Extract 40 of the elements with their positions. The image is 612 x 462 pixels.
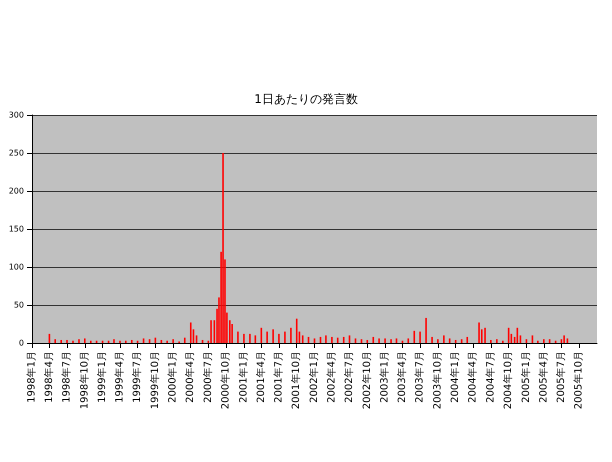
- x-tick-label: 2003年7月: [414, 351, 426, 403]
- x-tick-label: 2004年1月: [449, 351, 462, 403]
- x-tick-label: 2000年10月: [220, 351, 232, 410]
- x-tick-label: 2005年4月: [537, 351, 550, 403]
- x-tick-label: 1999年4月: [113, 351, 126, 403]
- x-tick-label: 2000年4月: [184, 351, 196, 403]
- x-tick-label: 2002年7月: [343, 351, 355, 403]
- x-tick-label: 2003年4月: [396, 351, 408, 403]
- x-tick-label: 2001年1月: [237, 351, 250, 403]
- x-tick-label: 1998年7月: [60, 351, 72, 403]
- x-tick-label: 1999年7月: [131, 351, 144, 403]
- y-tick-label: 250: [8, 148, 24, 158]
- x-tick-label: 2001年4月: [254, 351, 267, 403]
- x-tick-label: 2005年1月: [520, 351, 532, 403]
- y-tick-label: 100: [8, 262, 24, 272]
- x-tick-label: 2004年7月: [484, 351, 496, 403]
- y-tick-label: 0: [18, 338, 24, 348]
- x-tick-label: 2003年1月: [378, 351, 391, 403]
- x-tick-label: 2001年10月: [290, 351, 302, 410]
- chart-title: 1日あたりの発言数: [254, 92, 358, 106]
- x-tick-label: 2002年10月: [360, 351, 373, 410]
- x-tick-label: 2005年10月: [572, 351, 585, 410]
- x-tick-label: 1998年1月: [26, 351, 38, 403]
- y-tick-label: 200: [8, 186, 24, 196]
- x-tick-label: 2001年7月: [272, 351, 284, 403]
- x-tick-label: 2000年1月: [166, 351, 179, 403]
- x-tick-label: 2000年7月: [202, 351, 214, 403]
- y-tick-label: 300: [8, 110, 24, 120]
- x-tick-label: 2005年7月: [554, 351, 567, 403]
- y-tick-label: 150: [8, 224, 24, 234]
- x-tick-label: 2003年10月: [431, 351, 444, 410]
- x-tick-label: 2002年1月: [308, 351, 320, 403]
- x-tick-label: 1998年4月: [42, 351, 55, 403]
- x-tick-label: 1999年10月: [148, 351, 161, 410]
- x-tick-label: 1998年10月: [78, 351, 90, 410]
- x-tick-label: 2004年4月: [466, 351, 479, 403]
- x-tick-label: 1999年1月: [96, 351, 108, 403]
- x-tick-label: 2002年4月: [325, 351, 338, 403]
- y-tick-label: 50: [14, 300, 24, 310]
- x-tick-label: 2004年10月: [502, 351, 514, 410]
